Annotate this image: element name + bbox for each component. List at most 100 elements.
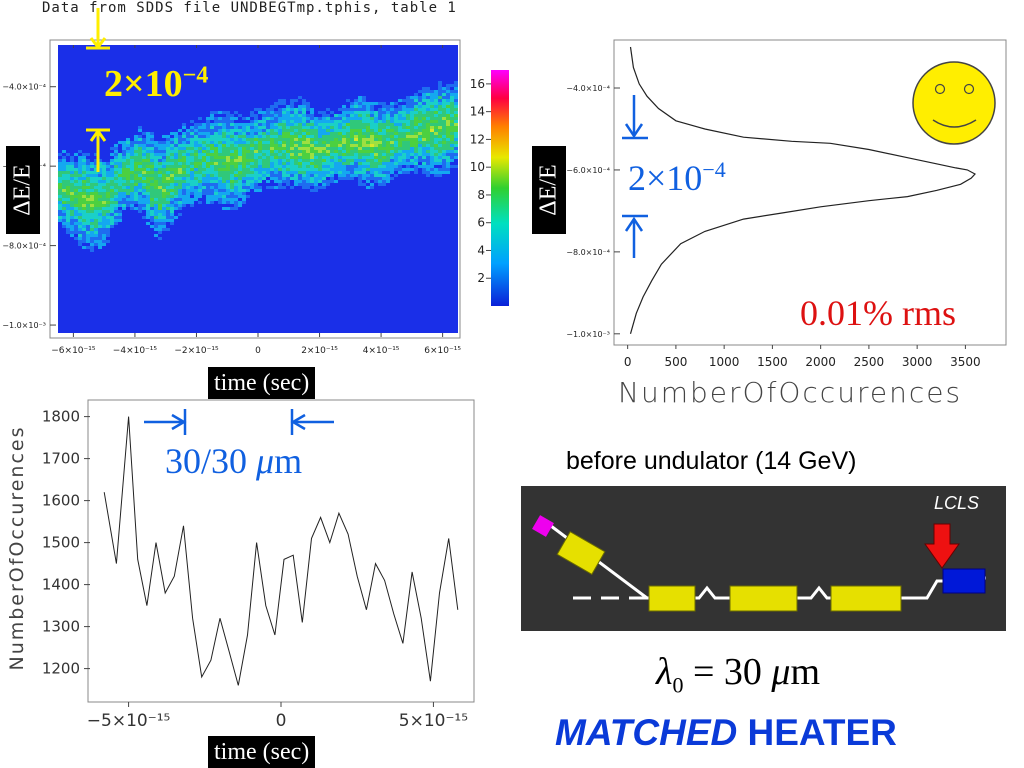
heatmap-cell — [110, 147, 114, 150]
heatmap-cell — [274, 120, 278, 123]
heatmap-cell — [122, 147, 126, 150]
heatmap-cell — [422, 87, 426, 90]
heatmap-cell — [426, 171, 430, 174]
heatmap-cell — [146, 150, 150, 153]
heatmap-cell — [406, 117, 410, 120]
heatmap-cell — [70, 174, 74, 177]
heatmap-cell — [278, 114, 282, 117]
heatmap-cell — [214, 162, 218, 165]
heatmap-cell — [434, 135, 438, 138]
heatmap-cell — [198, 147, 202, 150]
heatmap-cell — [298, 123, 302, 126]
heatmap-cell — [298, 153, 302, 156]
heatmap-cell — [174, 138, 178, 141]
heatmap-cell — [266, 186, 270, 189]
heatmap-cell — [186, 198, 190, 201]
heatmap-cell — [130, 186, 134, 189]
heatmap-cell — [78, 240, 82, 243]
heatmap-panel: −6×10⁻¹⁵ −4×10⁻¹⁵ −2×10⁻¹⁵ 0 2×10⁻¹⁵ 4×10⁻¹⁵ 6… — [2, 8, 509, 356]
heatmap-cell — [230, 138, 234, 141]
heatmap-cell — [438, 117, 442, 120]
heatmap-cell — [454, 99, 458, 102]
heatmap-cell — [434, 138, 438, 141]
heatmap-cell — [386, 180, 390, 183]
heatmap-cell — [370, 171, 374, 174]
heatmap-cell — [214, 141, 218, 144]
heatmap-cell — [62, 189, 66, 192]
heatmap-cell — [246, 180, 250, 183]
heatmap-cell — [318, 171, 322, 174]
heatmap-cell — [278, 147, 282, 150]
heatmap-cell — [174, 180, 178, 183]
heatmap-cell — [366, 171, 370, 174]
heatmap-cell — [154, 201, 158, 204]
heatmap-cell — [174, 174, 178, 177]
heatmap-cell — [162, 198, 166, 201]
heatmap-cell — [178, 183, 182, 186]
heatmap-cell — [378, 102, 382, 105]
heatmap-cell — [94, 216, 98, 219]
heatmap-cell — [66, 216, 70, 219]
heatmap-cell — [342, 120, 346, 123]
heatmap-cell — [234, 195, 238, 198]
heatmap-cell — [390, 105, 394, 108]
heatmap-cell — [98, 186, 102, 189]
heatmap-cell — [310, 120, 314, 123]
heatmap-cell — [278, 153, 282, 156]
heatmap-cell — [294, 111, 298, 114]
heatmap-cell — [450, 156, 454, 159]
heatmap-cell — [126, 180, 130, 183]
heatmap-cell — [362, 183, 366, 186]
heatmap-cell — [362, 144, 366, 147]
heatmap-cell — [274, 174, 278, 177]
heatmap-cell — [334, 114, 338, 117]
heatmap-cell — [302, 108, 306, 111]
heatmap-cell — [62, 159, 66, 162]
heatmap-cell — [106, 231, 110, 234]
heatmap-cell — [94, 228, 98, 231]
heatmap-cell — [206, 195, 210, 198]
heatmap-cell — [134, 186, 138, 189]
heatmap-cell — [218, 156, 222, 159]
heatmap-cell — [118, 183, 122, 186]
heatmap-cell — [238, 165, 242, 168]
heatmap-cell — [274, 132, 278, 135]
heatmap-cell — [358, 141, 362, 144]
heatmap-cell — [102, 243, 106, 246]
heatmap-cell — [266, 135, 270, 138]
heatmap-cell — [194, 141, 198, 144]
heatmap-cell — [330, 156, 334, 159]
heatmap-cell — [330, 135, 334, 138]
heatmap-cell — [178, 174, 182, 177]
heatmap-cell — [242, 162, 246, 165]
heatmap-cell — [302, 141, 306, 144]
heatmap-cell — [98, 246, 102, 249]
heatmap-cell — [394, 174, 398, 177]
heatmap-cell — [402, 114, 406, 117]
heatmap-cell — [414, 126, 418, 129]
heatmap-cell — [294, 171, 298, 174]
heatmap-cell — [326, 114, 330, 117]
heatmap-cell — [298, 165, 302, 168]
heatmap-cell — [250, 123, 254, 126]
heatmap-cell — [118, 213, 122, 216]
heatmap-cell — [342, 162, 346, 165]
heatmap-cell — [370, 153, 374, 156]
heatmap-cell — [182, 141, 186, 144]
heatmap-cell — [286, 108, 290, 111]
heatmap-cell — [98, 183, 102, 186]
heatmap-cell — [182, 195, 186, 198]
heatmap-cell — [254, 141, 258, 144]
heatmap-cell — [346, 141, 350, 144]
heatmap-cell — [406, 153, 410, 156]
heatmap-cell — [318, 153, 322, 156]
heatmap-cell — [238, 135, 242, 138]
heatmap-cell — [214, 153, 218, 156]
heatmap-cell — [170, 186, 174, 189]
heatmap-cell — [214, 168, 218, 171]
heatmap-cell — [158, 231, 162, 234]
heatmap-cell — [162, 219, 166, 222]
heatmap-cell — [406, 168, 410, 171]
heatmap-cell — [306, 180, 310, 183]
heatmap-cell — [230, 132, 234, 135]
